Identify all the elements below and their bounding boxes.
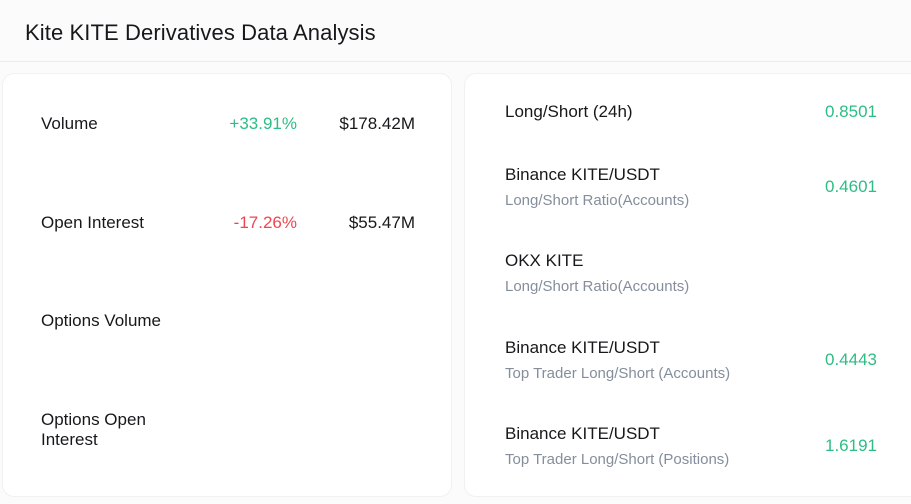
long-short-24h-label: Long/Short (24h) [505, 102, 633, 121]
cards-container: Volume +33.91% $178.42M Open Interest -1… [0, 62, 911, 504]
long-short-24h-value: 0.8501 [825, 102, 877, 121]
long-short-ratio-panel: Long/Short (24h) 0.8501 Binance KITE/USD… [464, 73, 911, 497]
options-open-interest-label: Options Open Interest [41, 409, 146, 449]
binance-top-trader-positions-label: Binance KITE/USDT [505, 424, 660, 443]
binance-top-trader-accounts-sublabel: Top Trader Long/Short (Accounts) [505, 364, 731, 382]
open-interest-value: $55.47M [348, 212, 415, 232]
binance-top-trader-accounts-value: 0.4443 [825, 349, 877, 369]
options-open-interest-row: Options Open Interest [41, 410, 415, 450]
open-interest-row: Open Interest -17.26% $55.47M [41, 213, 415, 233]
volume-row: Volume +33.91% $178.42M [41, 114, 415, 134]
binance-top-trader-positions-value: 1.6191 [825, 436, 877, 455]
volume-change: +33.91% [229, 114, 297, 133]
binance-top-trader-positions-sublabel: Top Trader Long/Short (Positions) [505, 451, 730, 468]
okx-ls-accounts-row: OKX KITE Long/Short Ratio(Accounts) [505, 251, 877, 295]
binance-ls-accounts-titles: Binance KITE/USDT Long/Short Ratio(Accou… [505, 165, 689, 209]
open-interest-change: -17.26% [233, 212, 297, 232]
open-interest-label: Open Interest [41, 212, 145, 232]
page-title: Kite KITE Derivatives Data Analysis [25, 20, 376, 45]
okx-ls-accounts-titles: OKX KITE Long/Short Ratio(Accounts) [505, 251, 689, 295]
binance-ls-accounts-value: 0.4601 [825, 176, 877, 196]
binance-top-trader-accounts-label: Binance KITE/USDT [505, 337, 660, 357]
binance-top-trader-positions-titles: Binance KITE/USDT Top Trader Long/Short … [505, 424, 729, 468]
long-short-24h-row: Long/Short (24h) 0.8501 [505, 102, 877, 122]
volume-label: Volume [41, 114, 98, 133]
binance-ls-accounts-label: Binance KITE/USDT [505, 164, 660, 184]
binance-top-trader-accounts-row: Binance KITE/USDT Top Trader Long/Short … [505, 338, 877, 382]
okx-ls-accounts-label: OKX KITE [505, 251, 584, 270]
binance-ls-accounts-sublabel: Long/Short Ratio(Accounts) [505, 191, 690, 209]
long-short-24h-titles: Long/Short (24h) [505, 102, 633, 122]
options-volume-label: Options Volume [41, 311, 162, 331]
options-volume-row: Options Volume [41, 311, 415, 331]
volume-open-interest-panel: Volume +33.91% $178.42M Open Interest -1… [2, 73, 452, 497]
binance-top-trader-positions-row: Binance KITE/USDT Top Trader Long/Short … [505, 424, 877, 468]
okx-ls-accounts-sublabel: Long/Short Ratio(Accounts) [505, 278, 690, 295]
page-header: Kite KITE Derivatives Data Analysis [0, 0, 911, 62]
volume-value: $178.42M [339, 114, 415, 133]
binance-ls-accounts-row: Binance KITE/USDT Long/Short Ratio(Accou… [505, 165, 877, 209]
binance-top-trader-accounts-titles: Binance KITE/USDT Top Trader Long/Short … [505, 338, 730, 382]
